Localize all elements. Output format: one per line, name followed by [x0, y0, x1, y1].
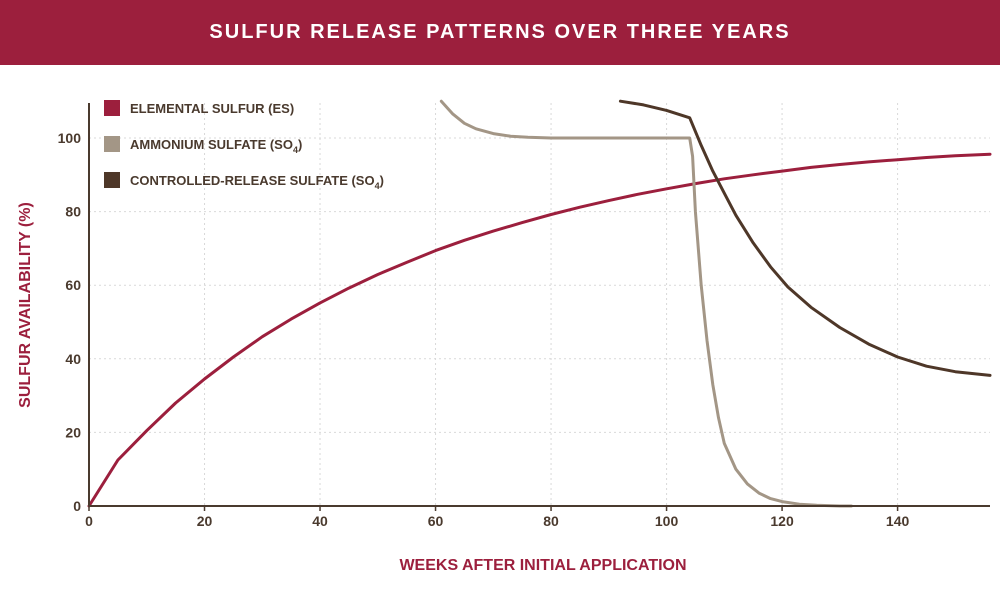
- legend-label: AMMONIUM SULFATE (SO4): [130, 137, 302, 155]
- y-tick-label: 0: [73, 498, 81, 514]
- x-axis-title: WEEKS AFTER INITIAL APPLICATION: [399, 557, 686, 574]
- x-tick-label: 140: [886, 513, 910, 529]
- legend-swatch: [104, 172, 120, 188]
- y-tick-label: 60: [65, 277, 81, 293]
- x-tick-label: 120: [770, 513, 794, 529]
- y-tick-label: 80: [65, 204, 81, 220]
- title-bar: SULFUR RELEASE PATTERNS OVER THREE YEARS: [0, 0, 1000, 65]
- grid: [89, 103, 990, 506]
- x-tick-label: 80: [543, 513, 559, 529]
- chart-title: SULFUR RELEASE PATTERNS OVER THREE YEARS: [209, 21, 791, 43]
- series-lines: [87, 99, 992, 508]
- x-tick-label: 20: [197, 513, 213, 529]
- y-axis-title: SULFUR AVAILABILITY (%): [17, 202, 34, 408]
- axes: [88, 103, 990, 507]
- legend-label: ELEMENTAL SULFUR (ES): [130, 101, 294, 116]
- y-tick-label: 100: [58, 130, 82, 146]
- legend-label: CONTROLLED-RELEASE SULFATE (SO4): [130, 173, 384, 191]
- x-tick-label: 100: [655, 513, 679, 529]
- legend-swatch: [104, 100, 120, 116]
- y-tick-label: 20: [65, 424, 81, 440]
- series-line-1: [87, 152, 992, 508]
- series-line-3: [618, 99, 992, 377]
- x-tick-label: 40: [312, 513, 328, 529]
- series-line-2: [439, 99, 853, 508]
- y-tick-labels: 0 20 40 60 80 100: [58, 130, 82, 514]
- legend: ELEMENTAL SULFUR (ES) AMMONIUM SULFATE (S…: [104, 100, 384, 191]
- y-tick-label: 40: [65, 351, 81, 367]
- legend-swatch: [104, 136, 120, 152]
- x-tick-label: 60: [428, 513, 444, 529]
- x-tick-labels: 0 20 40 60 80 100 120 140: [85, 506, 909, 529]
- x-tick-label: 0: [85, 513, 93, 529]
